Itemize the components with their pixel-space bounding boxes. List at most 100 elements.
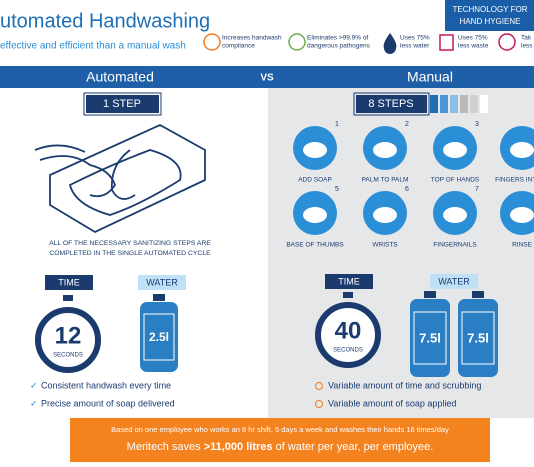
footer <box>70 418 490 462</box>
footer-note: Based on one employee who works an 8 hr … <box>111 425 449 434</box>
step-number: 2 <box>405 121 409 128</box>
feature-text: less waste <box>458 43 489 50</box>
bottle-label <box>143 313 175 361</box>
badge-text: HAND HYGIENE <box>460 17 521 26</box>
water-tag <box>430 274 478 289</box>
swatch <box>430 95 438 113</box>
badge-text: TECHNOLOGY FOR <box>453 5 528 14</box>
benefit: Consistent handwash every time <box>41 380 171 390</box>
check: ✓ <box>30 398 38 408</box>
claim-part: Meritech saves <box>127 441 204 453</box>
time-tag <box>45 275 93 290</box>
icon <box>439 34 454 51</box>
bottle-label <box>461 311 495 365</box>
water-value: 7.5l <box>467 330 489 345</box>
hands <box>443 142 467 158</box>
hands <box>510 142 534 158</box>
bottle-label <box>413 311 447 365</box>
step-label: FINGERS INTERL <box>495 177 534 184</box>
step-box <box>356 95 427 113</box>
feature-text: Uses 75% <box>400 35 430 42</box>
cross-icon <box>315 400 323 408</box>
time-tag <box>325 274 373 289</box>
stopwatch-crown <box>343 292 353 298</box>
step-label: WRISTS <box>372 242 398 249</box>
step-box-outline <box>83 92 162 116</box>
hands <box>303 207 327 223</box>
claim-part: of water per year, per employee. <box>273 441 434 453</box>
icon <box>288 33 306 51</box>
time-label: TIME <box>58 277 80 287</box>
swatch <box>470 95 478 113</box>
swatch <box>440 95 448 113</box>
stopwatch <box>35 307 101 373</box>
icon <box>203 33 221 51</box>
swatch <box>450 95 458 113</box>
water-label: WATER <box>438 276 470 286</box>
bottle-cap <box>424 291 436 298</box>
banner <box>0 66 534 88</box>
feature-text: less <box>521 43 533 50</box>
icon <box>383 33 397 54</box>
cross-icon <box>315 382 323 390</box>
description: COMPLETED IN THE SINGLE AUTOMATED CYCLE <box>49 250 211 257</box>
step-count: 1 STEP <box>103 98 141 110</box>
feature-text: Eliminates >99.9% of <box>307 35 368 42</box>
feature-text: Tak <box>521 35 532 42</box>
swatch <box>480 95 488 113</box>
feature-text: dangerous pathogens <box>307 43 371 50</box>
bottle <box>458 299 498 377</box>
banner-left: Automated <box>86 69 154 85</box>
badge <box>445 0 534 31</box>
step-number: 1 <box>335 121 339 128</box>
step-number: 5 <box>335 186 339 193</box>
step-label: PALM TO PALM <box>362 177 409 184</box>
step-box <box>86 95 159 113</box>
time-value: 12 <box>55 322 82 349</box>
step-label: FINGERNAILS <box>433 242 477 249</box>
water-value: 2.5l <box>149 330 169 344</box>
drawback: Variable amount of soap applied <box>328 398 456 408</box>
step-number: 6 <box>405 186 409 193</box>
stopwatch <box>315 302 381 368</box>
swatch <box>460 95 468 113</box>
bottle-cap <box>472 291 484 298</box>
time-unit: SECONDS <box>53 353 83 359</box>
step-label: TOP OF HANDS <box>431 177 480 184</box>
title: utomated Handwashing <box>0 10 210 32</box>
step-label: ADD SOAP <box>298 177 332 184</box>
stopwatch-crown <box>63 295 73 301</box>
benefit: Precise amount of soap delivered <box>41 398 175 408</box>
feature-text: Uses 75% <box>458 35 488 42</box>
bottle <box>410 299 450 377</box>
time-unit: SECONDS <box>333 348 363 354</box>
hands <box>373 207 397 223</box>
check: ✓ <box>30 380 38 390</box>
icon <box>498 33 516 51</box>
hands <box>373 142 397 158</box>
description: ALL OF THE NECESSARY SANITIZING STEPS AR… <box>49 240 211 247</box>
bottle <box>140 302 178 372</box>
footer-claim: Meritech saves >11,000 litres of water p… <box>127 441 434 453</box>
step-box-outline <box>353 92 430 116</box>
step-label: RINSE <box>512 242 533 249</box>
hands <box>510 207 534 223</box>
feature-text: compliance <box>222 43 255 50</box>
hands <box>303 142 327 158</box>
sink-illustration <box>34 123 206 234</box>
step-number: 3 <box>475 121 479 128</box>
banner-right: Manual <box>407 69 453 85</box>
step-label: BASE OF THUMBS <box>286 242 344 249</box>
water-label: WATER <box>146 277 178 287</box>
water-value: 7.5l <box>419 330 441 345</box>
feature-text: Increases handwash <box>222 35 282 42</box>
subtitle: effective and efficient than a manual wa… <box>0 41 186 52</box>
water-tag <box>138 275 186 290</box>
step-count: 8 STEPS <box>368 98 413 110</box>
banner-vs: VS <box>260 73 274 84</box>
drawback: Variable amount of time and scrubbing <box>328 380 481 390</box>
bottle-cap <box>153 294 165 301</box>
time-value: 40 <box>335 317 362 344</box>
